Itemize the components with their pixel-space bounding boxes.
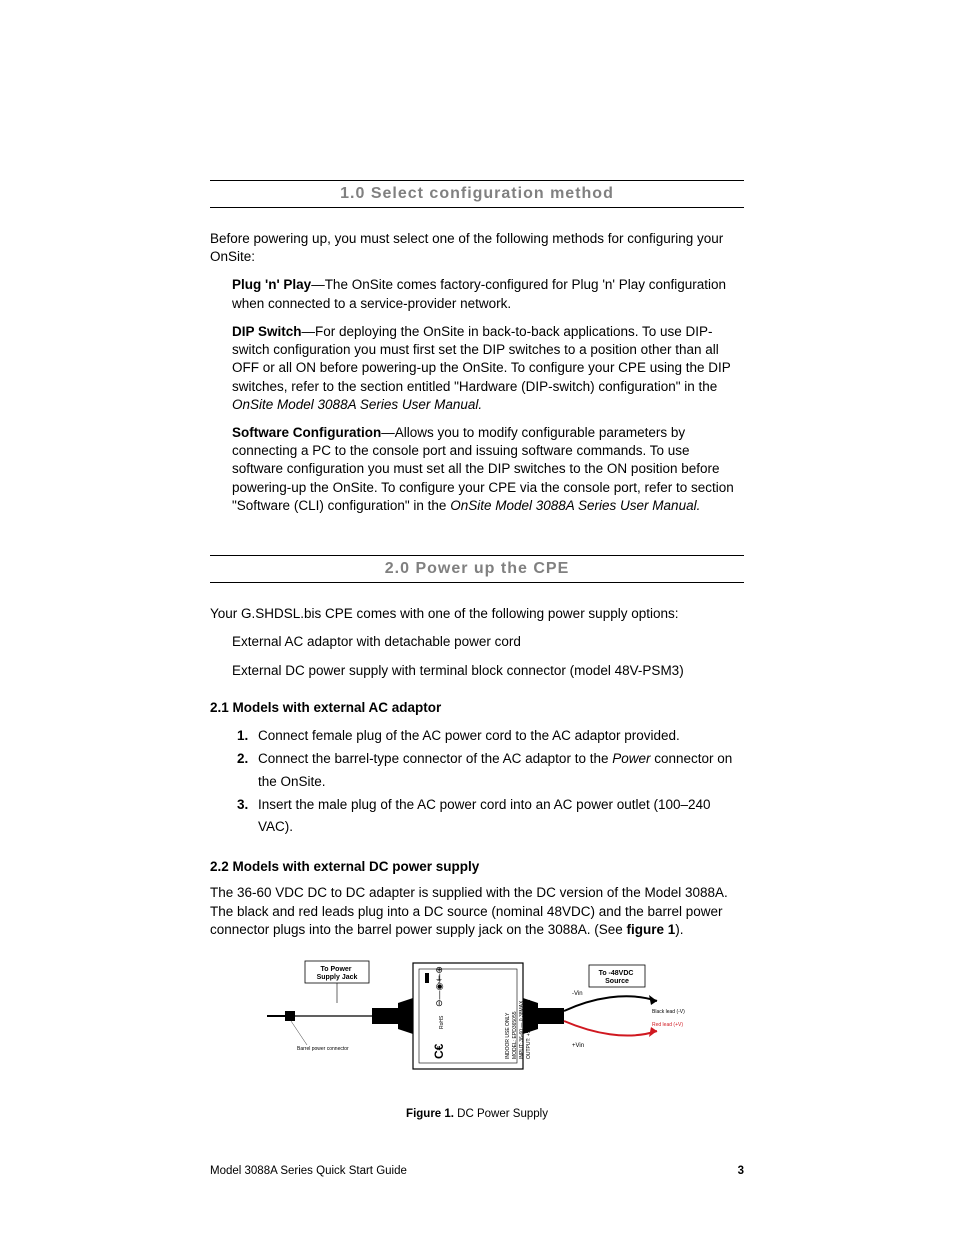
red-lead-label: Red lead (+V) bbox=[652, 1022, 683, 1028]
page-number: 3 bbox=[738, 1165, 744, 1177]
section-2-2-heading: 2.2 Models with external DC power supply bbox=[210, 859, 744, 874]
figure-1: To Power Supply Jack Barrel power connec… bbox=[210, 953, 744, 1120]
section-2-heading: 2.0 Power up the CPE bbox=[210, 555, 744, 583]
step-2: Connect the barrel-type connector of the… bbox=[252, 748, 744, 794]
label: Plug 'n' Play bbox=[232, 277, 311, 292]
plus-vin-label: +Vin bbox=[572, 1043, 584, 1049]
red-lead bbox=[564, 1021, 657, 1036]
black-lead-label: Black lead (-V) bbox=[652, 1009, 685, 1015]
config-dip-switch: DIP Switch—For deploying the OnSite in b… bbox=[232, 323, 744, 414]
config-software: Software Configuration—Allows you to mod… bbox=[232, 424, 744, 515]
config-plug-n-play: Plug 'n' Play—The OnSite comes factory-c… bbox=[232, 276, 744, 312]
manual-ref: OnSite Model 3088A Series User Manual. bbox=[450, 498, 700, 513]
black-lead bbox=[564, 996, 657, 1011]
page-footer: Model 3088A Series Quick Start Guide 3 bbox=[210, 1165, 744, 1177]
leader-line bbox=[291, 1021, 307, 1045]
svg-text:⊖—◉—⊕: ⊖—◉—⊕ bbox=[434, 966, 444, 1007]
option-1: External AC adaptor with detachable powe… bbox=[232, 633, 744, 651]
step-3: Insert the male plug of the AC power cor… bbox=[252, 794, 744, 840]
document-page: 1.0 Select configuration method Before p… bbox=[0, 0, 954, 1235]
to-power-jack-label: To Power Supply Jack bbox=[317, 966, 358, 981]
label: DIP Switch bbox=[232, 324, 302, 339]
strain-relief-left bbox=[372, 998, 413, 1034]
to-source-label: To -48VDC Source bbox=[599, 970, 636, 985]
footer-title: Model 3088A Series Quick Start Guide bbox=[210, 1165, 407, 1177]
svg-text:C€: C€ bbox=[432, 1043, 446, 1059]
section-2-1-heading: 2.1 Models with external AC adaptor bbox=[210, 700, 744, 715]
minus-vin-label: -Vin bbox=[572, 991, 583, 997]
section-1-heading: 1.0 Select configuration method bbox=[210, 180, 744, 208]
section-1-intro: Before powering up, you must select one … bbox=[210, 230, 744, 266]
svg-text:⏚: ⏚ bbox=[435, 975, 443, 984]
option-2: External DC power supply with terminal b… bbox=[232, 662, 744, 680]
svg-text:MODEL: EPD365055: MODEL: EPD365055 bbox=[512, 1011, 518, 1059]
figure-caption: Figure 1. DC Power Supply bbox=[210, 1108, 744, 1120]
barrel-connector-label: Barrel power connector bbox=[297, 1046, 349, 1052]
ac-steps: Connect female plug of the AC power cord… bbox=[210, 725, 744, 840]
dc-power-supply-diagram: To Power Supply Jack Barrel power connec… bbox=[257, 953, 697, 1093]
step-1: Connect female plug of the AC power cord… bbox=[252, 725, 744, 748]
section-2-intro: Your G.SHDSL.bis CPE comes with one of t… bbox=[210, 605, 744, 623]
strain-relief-right bbox=[523, 998, 564, 1034]
svg-text:RoHS: RoHS bbox=[439, 1015, 445, 1029]
label: Software Configuration bbox=[232, 425, 381, 440]
barrel-plug bbox=[267, 1011, 372, 1021]
svg-text:INDOOR USE ONLY: INDOOR USE ONLY bbox=[505, 1012, 511, 1059]
dc-body: The 36-60 VDC DC to DC adapter is suppli… bbox=[210, 884, 744, 939]
manual-ref: OnSite Model 3088A Series User Manual. bbox=[232, 397, 482, 412]
